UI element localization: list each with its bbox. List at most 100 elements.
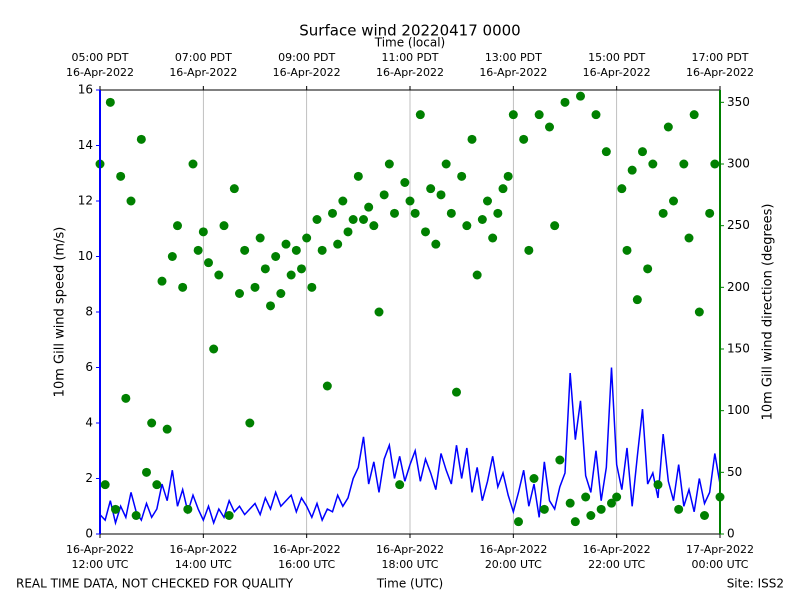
- x-tick-label: 16-Apr-2022: [479, 543, 547, 556]
- direction-point: [638, 147, 647, 157]
- x-tick-label: 22:00 UTC: [588, 558, 645, 571]
- x-tick-label: 16-Apr-2022: [376, 543, 444, 556]
- direction-point: [534, 110, 544, 120]
- y-tick-label: 6: [85, 360, 93, 374]
- direction-point: [596, 504, 606, 514]
- direction-point: [374, 307, 384, 317]
- direction-point: [705, 208, 715, 218]
- y-tick-label: 4: [85, 416, 93, 430]
- direction-point: [312, 215, 322, 224]
- direction-point: [503, 171, 513, 181]
- direction-point: [627, 165, 637, 175]
- direction-point: [260, 264, 270, 274]
- direction-point: [689, 110, 699, 120]
- y-tick-label: 0: [85, 527, 93, 541]
- footer-note: REAL TIME DATA, NOT CHECKED FOR QUALITY: [16, 577, 294, 591]
- x2-tick-label: 05:00 PDT: [71, 51, 128, 64]
- direction-point: [302, 233, 312, 243]
- direction-point: [462, 221, 472, 231]
- direction-point: [271, 252, 281, 261]
- direction-point: [524, 245, 534, 255]
- direction-point: [121, 393, 131, 403]
- direction-point: [322, 381, 332, 391]
- direction-point: [617, 184, 627, 194]
- direction-point: [446, 208, 456, 218]
- direction-point: [710, 159, 720, 169]
- direction-point: [338, 196, 348, 206]
- x-axis-label: Time (UTC): [376, 577, 443, 591]
- x2-tick-label: 11:00 PDT: [381, 51, 438, 64]
- x-tick-label: 18:00 UTC: [381, 558, 438, 571]
- direction-point: [508, 110, 518, 120]
- direction-point: [152, 480, 162, 490]
- direction-point: [162, 424, 172, 434]
- x2-tick-label: 15:00 PDT: [588, 51, 645, 64]
- x-tick-label: 16-Apr-2022: [583, 543, 651, 556]
- x-tick-label: 17-Apr-2022: [686, 543, 754, 556]
- direction-point: [224, 511, 234, 520]
- direction-point: [178, 282, 188, 292]
- direction-point: [441, 159, 451, 169]
- direction-point: [390, 208, 399, 218]
- direction-point: [384, 159, 394, 169]
- direction-point: [348, 215, 358, 224]
- direction-point: [276, 289, 286, 298]
- direction-point: [581, 492, 591, 502]
- direction-point: [539, 504, 549, 514]
- y2-axis-label: 10m Gill wind direction (degrees): [761, 204, 776, 421]
- direction-point: [136, 134, 146, 144]
- direction-point: [457, 171, 467, 181]
- y-tick-label: 12: [78, 194, 93, 208]
- direction-point: [570, 517, 580, 527]
- direction-point: [560, 97, 570, 107]
- direction-point: [214, 270, 224, 280]
- direction-point: [405, 196, 415, 206]
- direction-point: [519, 134, 529, 144]
- direction-point: [116, 171, 126, 181]
- direction-point: [193, 245, 203, 255]
- direction-point: [100, 480, 110, 490]
- direction-point: [632, 295, 642, 305]
- direction-point: [529, 474, 539, 483]
- direction-point: [694, 307, 704, 317]
- direction-point: [209, 344, 219, 354]
- direction-point: [229, 184, 239, 194]
- direction-point: [415, 110, 425, 120]
- direction-point: [379, 190, 389, 200]
- x-tick-label: 00:00 UTC: [691, 558, 748, 571]
- direction-point: [353, 171, 363, 181]
- direction-point: [255, 233, 265, 243]
- x2-tick-label: 07:00 PDT: [175, 51, 232, 64]
- x2-tick-label: 16-Apr-2022: [583, 66, 651, 79]
- y-tick-label: 2: [85, 471, 93, 485]
- y2-tick-label: 250: [727, 218, 750, 232]
- direction-point: [648, 159, 658, 169]
- direction-point: [674, 504, 684, 514]
- direction-point: [467, 134, 477, 144]
- direction-point: [565, 498, 575, 508]
- y2-tick-label: 50: [727, 465, 742, 479]
- x-tick-label: 16:00 UTC: [278, 558, 335, 571]
- direction-point: [421, 227, 430, 237]
- direction-point: [452, 387, 461, 397]
- y2-tick-label: 0: [727, 527, 735, 541]
- direction-point: [173, 221, 182, 231]
- direction-point: [493, 208, 503, 218]
- direction-point: [550, 221, 560, 231]
- direction-point: [436, 190, 446, 200]
- direction-point: [219, 221, 229, 231]
- direction-point: [622, 245, 632, 255]
- direction-point: [105, 97, 115, 107]
- y2-tick-label: 300: [727, 157, 750, 171]
- x2-tick-label: 16-Apr-2022: [686, 66, 754, 79]
- direction-point: [684, 233, 694, 243]
- direction-point: [410, 208, 420, 218]
- direction-point: [472, 270, 482, 280]
- direction-point: [643, 264, 653, 274]
- direction-point: [653, 480, 663, 490]
- direction-point: [286, 270, 296, 280]
- direction-point: [545, 122, 554, 132]
- direction-point: [700, 511, 709, 520]
- direction-point: [131, 511, 141, 520]
- direction-point: [426, 184, 436, 194]
